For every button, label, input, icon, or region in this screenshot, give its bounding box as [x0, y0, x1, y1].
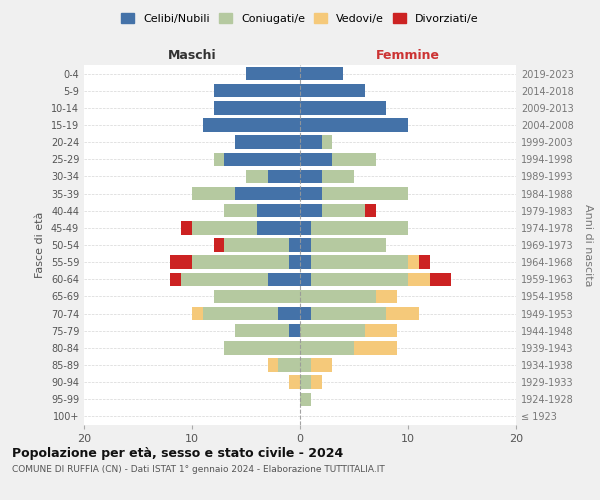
Bar: [192, 307, 203, 320]
Bar: [300, 101, 386, 114]
Bar: [354, 341, 397, 354]
Bar: [300, 307, 311, 320]
Bar: [300, 187, 322, 200]
Bar: [300, 392, 311, 406]
Bar: [419, 256, 430, 269]
Bar: [278, 307, 300, 320]
Bar: [430, 272, 451, 286]
Bar: [224, 238, 289, 252]
Bar: [214, 152, 224, 166]
Bar: [203, 307, 278, 320]
Bar: [311, 376, 322, 389]
Bar: [214, 101, 300, 114]
Bar: [300, 358, 311, 372]
Text: Popolazione per età, sesso e stato civile - 2024: Popolazione per età, sesso e stato civil…: [12, 448, 343, 460]
Bar: [300, 324, 365, 338]
Bar: [214, 238, 224, 252]
Bar: [311, 307, 386, 320]
Bar: [322, 187, 408, 200]
Bar: [322, 136, 332, 149]
Bar: [408, 256, 419, 269]
Bar: [300, 376, 311, 389]
Bar: [278, 358, 300, 372]
Bar: [181, 221, 192, 234]
Bar: [300, 256, 311, 269]
Legend: Celibi/Nubili, Coniugati/e, Vedovi/e, Divorziati/e: Celibi/Nubili, Coniugati/e, Vedovi/e, Di…: [121, 13, 479, 24]
Text: COMUNE DI RUFFIA (CN) - Dati ISTAT 1° gennaio 2024 - Elaborazione TUTTITALIA.IT: COMUNE DI RUFFIA (CN) - Dati ISTAT 1° ge…: [12, 466, 385, 474]
Bar: [224, 152, 300, 166]
Bar: [170, 272, 181, 286]
Bar: [224, 204, 257, 218]
Bar: [365, 324, 397, 338]
Bar: [268, 170, 300, 183]
Bar: [192, 187, 235, 200]
Bar: [192, 221, 257, 234]
Bar: [322, 204, 365, 218]
Bar: [257, 204, 300, 218]
Bar: [300, 118, 408, 132]
Bar: [235, 187, 300, 200]
Bar: [300, 136, 322, 149]
Bar: [300, 341, 354, 354]
Bar: [246, 170, 268, 183]
Bar: [300, 67, 343, 80]
Bar: [268, 358, 278, 372]
Bar: [246, 67, 300, 80]
Bar: [332, 152, 376, 166]
Bar: [376, 290, 397, 303]
Bar: [224, 341, 300, 354]
Bar: [300, 204, 322, 218]
Bar: [300, 272, 311, 286]
Bar: [300, 152, 332, 166]
Bar: [300, 238, 311, 252]
Bar: [289, 376, 300, 389]
Bar: [235, 324, 289, 338]
Bar: [192, 256, 289, 269]
Bar: [235, 136, 300, 149]
Bar: [311, 238, 386, 252]
Bar: [257, 221, 300, 234]
Bar: [214, 84, 300, 98]
Bar: [408, 272, 430, 286]
Bar: [311, 256, 408, 269]
Text: Femmine: Femmine: [376, 48, 440, 62]
Bar: [300, 221, 311, 234]
Bar: [365, 204, 376, 218]
Bar: [289, 238, 300, 252]
Bar: [300, 290, 376, 303]
Bar: [289, 324, 300, 338]
Bar: [300, 84, 365, 98]
Bar: [322, 170, 354, 183]
Bar: [386, 307, 419, 320]
Bar: [311, 358, 332, 372]
Y-axis label: Anni di nascita: Anni di nascita: [583, 204, 593, 286]
Bar: [203, 118, 300, 132]
Bar: [289, 256, 300, 269]
Bar: [170, 256, 192, 269]
Bar: [214, 290, 300, 303]
Bar: [311, 221, 408, 234]
Bar: [311, 272, 408, 286]
Bar: [268, 272, 300, 286]
Text: Maschi: Maschi: [167, 48, 217, 62]
Bar: [300, 170, 322, 183]
Y-axis label: Fasce di età: Fasce di età: [35, 212, 45, 278]
Bar: [181, 272, 268, 286]
